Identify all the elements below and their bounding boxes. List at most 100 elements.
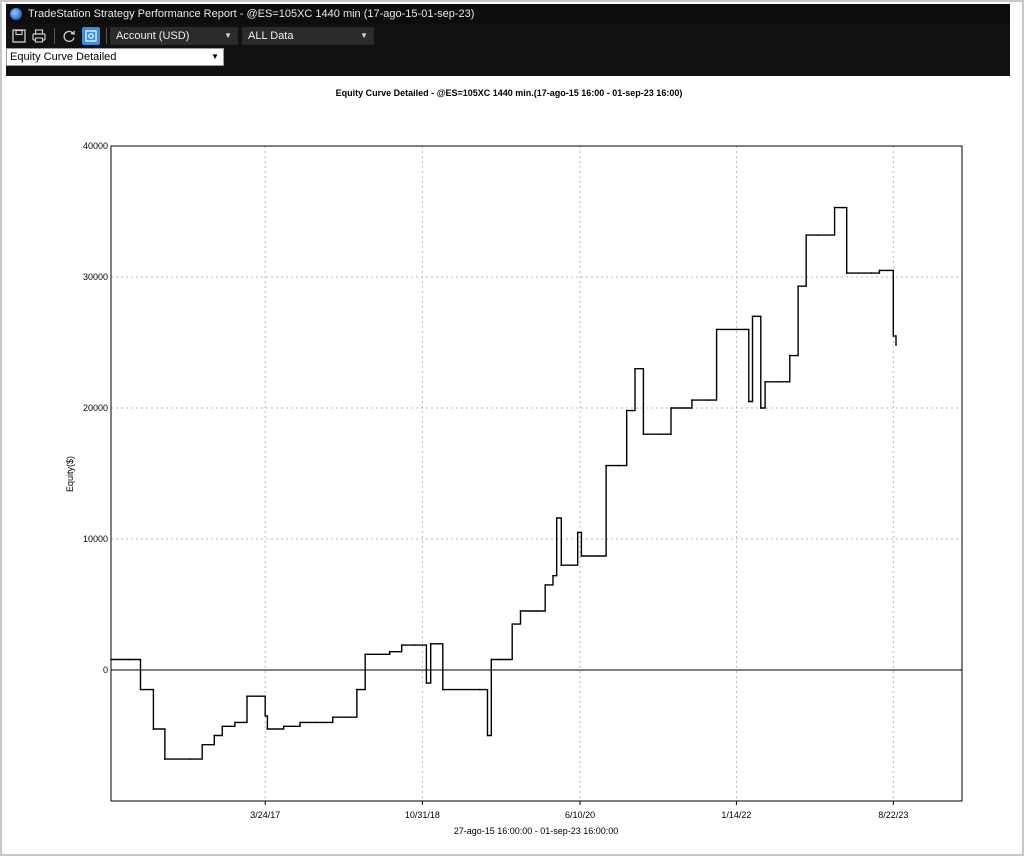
- equity-point: [576, 531, 579, 534]
- equity-point: [597, 555, 599, 557]
- window-title: TradeStation Strategy Performance Report…: [28, 8, 475, 20]
- equity-point: [691, 399, 693, 401]
- equity-point: [760, 407, 762, 409]
- equity-point: [348, 716, 351, 718]
- equity-point: [127, 658, 130, 661]
- chevron-down-icon: ▼: [211, 52, 219, 61]
- equity-point: [376, 653, 378, 656]
- equity-point: [388, 650, 391, 653]
- equity-point: [764, 381, 766, 383]
- refresh-icon[interactable]: [60, 27, 78, 45]
- equity-point: [429, 643, 432, 645]
- equity-point: [552, 574, 554, 577]
- equity-point: [817, 234, 819, 236]
- x-tick-label: 8/22/23: [878, 810, 908, 820]
- report-view-select[interactable]: Equity Curve Detailed ▼: [6, 48, 224, 66]
- equity-point: [490, 658, 493, 661]
- equity-chart: Equity Curve Detailed - @ES=105XC 1440 m…: [65, 88, 963, 836]
- equity-point: [625, 409, 628, 412]
- equity-point: [266, 728, 269, 730]
- equity-point: [544, 584, 546, 586]
- x-axis-ticks: 3/24/17 10/31/18 6/10/20 1/14/22 8/22/23: [250, 801, 908, 820]
- equity-point: [634, 367, 636, 370]
- equity-point: [707, 399, 710, 401]
- equity-point: [895, 344, 897, 346]
- equity-point: [315, 721, 318, 724]
- data-range-dropdown-label: ALL Data: [248, 30, 294, 42]
- equity-point: [805, 234, 807, 236]
- y-tick-label: 40000: [83, 141, 108, 151]
- equity-point: [282, 725, 285, 728]
- equity-point: [682, 407, 685, 409]
- chevron-down-icon: ▼: [224, 31, 232, 40]
- equity-point: [213, 734, 216, 737]
- y-axis-label: Equity($): [65, 456, 75, 492]
- equity-point: [605, 464, 607, 467]
- grid: [111, 146, 962, 801]
- settings-icon[interactable]: [82, 27, 100, 45]
- equity-point: [164, 758, 166, 760]
- equity-point: [438, 643, 440, 645]
- equity-point: [152, 728, 155, 730]
- equity-point: [234, 721, 236, 724]
- equity-point: [789, 354, 791, 357]
- equity-point: [870, 272, 873, 274]
- equity-point: [246, 695, 248, 697]
- account-dropdown-label: Account (USD): [116, 30, 190, 42]
- title-bar: TradeStation Strategy Performance Report…: [6, 4, 1010, 24]
- chevron-down-icon: ▼: [360, 31, 368, 40]
- print-icon[interactable]: [30, 27, 48, 45]
- equity-point: [356, 688, 358, 691]
- equity-point: [833, 206, 836, 209]
- equity-point: [751, 315, 754, 318]
- report-view-label: Equity Curve Detailed: [10, 51, 117, 63]
- equity-point: [258, 695, 260, 697]
- x-tick-label: 3/24/17: [250, 810, 280, 820]
- y-axis-ticks: 40000 30000 20000 10000 0: [83, 141, 108, 675]
- equity-point: [892, 335, 895, 337]
- equity-point: [658, 433, 660, 436]
- equity-point: [555, 517, 558, 519]
- equity-point: [511, 623, 513, 625]
- equity-point: [886, 269, 889, 272]
- x-tick-label: 6/10/20: [565, 810, 595, 820]
- equity-point: [110, 658, 112, 661]
- equity-point: [400, 644, 403, 646]
- equity-point: [780, 381, 783, 383]
- equity-point: [413, 644, 416, 646]
- save-icon[interactable]: [10, 27, 28, 45]
- equity-point: [201, 743, 203, 746]
- x-tick-label: 1/14/22: [721, 810, 751, 820]
- equity-point: [642, 433, 645, 436]
- equity-point: [498, 658, 501, 661]
- x-tick-label: 10/31/18: [405, 810, 440, 820]
- equity-point: [715, 328, 718, 331]
- equity-point: [299, 721, 301, 724]
- equity-point: [486, 734, 489, 737]
- equity-series: [110, 206, 897, 760]
- equity-point: [744, 328, 746, 331]
- y-tick-label: 10000: [83, 534, 108, 544]
- equity-point: [670, 407, 672, 409]
- equity-point: [797, 285, 799, 287]
- account-dropdown[interactable]: Account (USD) ▼: [110, 27, 238, 45]
- y-tick-label: 0: [103, 665, 108, 675]
- chart-title: Equity Curve Detailed - @ES=105XC 1440 m…: [336, 88, 683, 98]
- equity-point: [878, 269, 881, 272]
- equity-point: [617, 464, 620, 467]
- equity-point: [560, 564, 563, 566]
- data-range-dropdown[interactable]: ALL Data ▼: [242, 27, 374, 45]
- y-tick-label: 30000: [83, 272, 108, 282]
- toolbar: Account (USD) ▼ ALL Data ▼ Equity Curve …: [6, 24, 1010, 76]
- x-axis-label: 27-ago-15 16:00:00 - 01-sep-23 16:00:00: [454, 826, 619, 836]
- equity-point: [442, 688, 444, 691]
- equity-point: [748, 400, 750, 403]
- plot-frame: [110, 145, 963, 802]
- equity-point: [536, 610, 538, 612]
- equity-point: [580, 555, 583, 557]
- equity-point: [478, 688, 481, 691]
- equity-point: [139, 688, 142, 691]
- equity-point: [519, 610, 522, 612]
- equity-curve-line: [111, 206, 897, 760]
